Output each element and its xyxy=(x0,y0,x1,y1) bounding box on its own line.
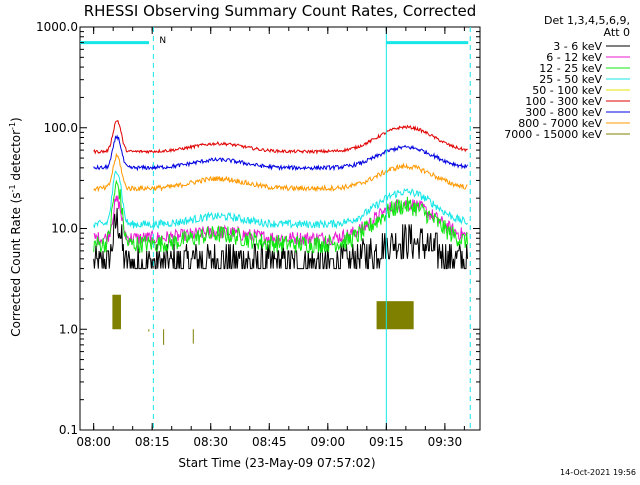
series-line xyxy=(93,152,468,193)
series-line xyxy=(93,207,468,270)
legend-label: 800 - 7000 keV xyxy=(518,117,602,130)
series-line xyxy=(93,170,468,230)
legend-label: 3 - 6 keV xyxy=(553,40,602,53)
x-tick-label: 09:15 xyxy=(369,435,404,449)
olive-block xyxy=(112,294,121,330)
legend-label: 50 - 100 keV xyxy=(532,84,602,97)
y-axis-label-sup2: -1 xyxy=(8,122,17,130)
y-axis: 1000.0 100.0 10.0 1.0 0.1 xyxy=(36,20,480,437)
y-axis-label: Corrected Count Rate (s-1 detector-1) xyxy=(8,117,23,336)
series-line xyxy=(93,179,468,254)
y-tick-label: 100.0 xyxy=(44,121,78,135)
legend-header-line2: Att 0 xyxy=(604,26,630,39)
plot-area: N xyxy=(79,26,481,431)
series-line xyxy=(93,120,468,155)
legend-label: 7000 - 15000 keV xyxy=(504,128,602,141)
chart-title: RHESSI Observing Summary Count Rates, Co… xyxy=(84,2,477,20)
olive-block xyxy=(163,329,165,345)
timestamp: 14-Oct-2021 19:56 xyxy=(560,468,636,477)
legend-label: 25 - 50 keV xyxy=(539,73,602,86)
plot-frame xyxy=(79,26,481,431)
y-tick-label: 1.0 xyxy=(59,322,78,336)
x-tick-label: 08:00 xyxy=(76,435,111,449)
x-tick-label: 08:45 xyxy=(252,435,287,449)
x-axis: 08:00 08:15 08:30 08:45 09:00 09:15 09:30 xyxy=(76,27,465,449)
legend-header-line1: Det 1,3,4,5,6,9, xyxy=(544,14,630,27)
legend-label: 300 - 800 keV xyxy=(525,106,602,119)
olive-block xyxy=(148,329,150,332)
series-line xyxy=(93,195,468,248)
legend-label: 6 - 12 keV xyxy=(546,51,602,64)
x-axis-label: Start Time (23-May-09 07:57:02) xyxy=(178,456,375,470)
y-axis-label-mid: detector xyxy=(9,130,23,185)
legend-label: 100 - 300 keV xyxy=(525,95,602,108)
legend-label: 12 - 25 keV xyxy=(539,62,602,75)
y-axis-label-sup1: -1 xyxy=(8,184,17,192)
y-axis-label-main: Corrected Count Rate (s xyxy=(9,192,23,336)
series-line xyxy=(93,134,468,172)
olive-block xyxy=(376,301,414,330)
olive-block xyxy=(192,329,194,344)
x-tick-label: 08:15 xyxy=(135,435,170,449)
x-tick-label: 09:00 xyxy=(311,435,346,449)
x-tick-label: 08:30 xyxy=(193,435,228,449)
y-tick-label: 10.0 xyxy=(51,222,78,236)
y-tick-label: 0.1 xyxy=(59,423,78,437)
y-tick-label: 1000.0 xyxy=(36,20,78,34)
x-tick-label: 09:30 xyxy=(428,435,463,449)
y-axis-label-end: ) xyxy=(9,117,23,122)
marker-label: N xyxy=(159,36,166,46)
